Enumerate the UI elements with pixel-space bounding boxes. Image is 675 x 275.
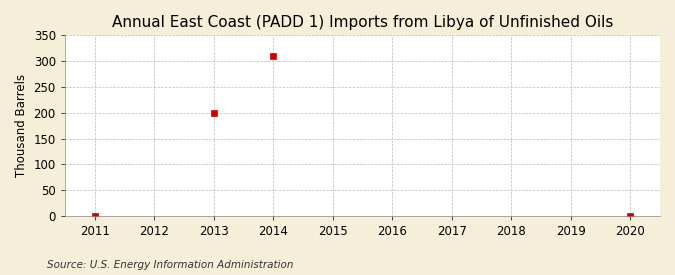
Text: Source: U.S. Energy Information Administration: Source: U.S. Energy Information Administ… xyxy=(47,260,294,270)
Title: Annual East Coast (PADD 1) Imports from Libya of Unfinished Oils: Annual East Coast (PADD 1) Imports from … xyxy=(112,15,613,30)
Y-axis label: Thousand Barrels: Thousand Barrels xyxy=(15,74,28,177)
